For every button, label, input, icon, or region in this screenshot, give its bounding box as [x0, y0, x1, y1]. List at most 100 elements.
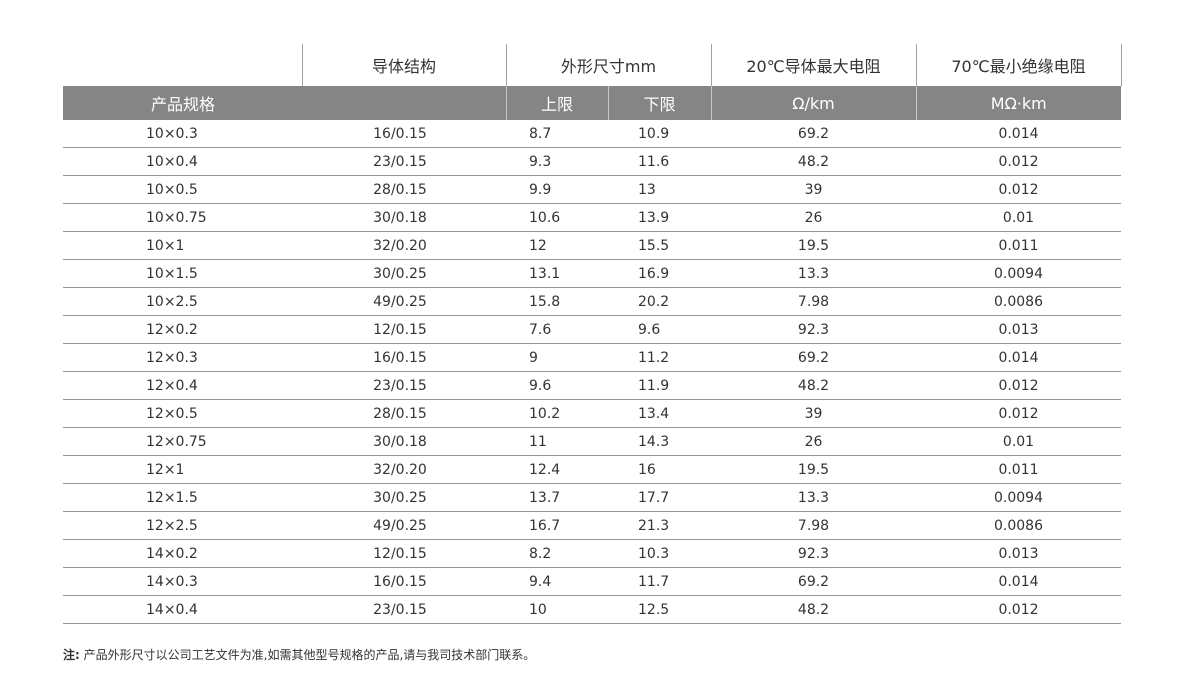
cell-lower: 16.9: [608, 259, 711, 288]
cell-spec: 10×2.5: [63, 287, 302, 316]
table-row: 10×0.3 16/0.15 8.7 10.9 69.2 0.014: [63, 120, 1121, 148]
cell-insulation: 0.011: [916, 231, 1121, 260]
table-row: 12×1 32/0.20 12.4 16 19.5 0.011: [63, 455, 1121, 484]
cell-upper: 10.2: [506, 399, 608, 428]
cell-conductor: 16/0.15: [302, 567, 506, 596]
table-row: 10×0.5 28/0.15 9.9 13 39 0.012: [63, 175, 1121, 204]
cell-spec: 12×1.5: [63, 483, 302, 512]
cell-lower: 10.9: [608, 120, 711, 148]
cell-insulation: 0.014: [916, 120, 1121, 148]
cell-lower: 11.7: [608, 567, 711, 596]
cell-insulation: 0.0086: [916, 287, 1121, 316]
cell-conductor: 28/0.15: [302, 175, 506, 204]
table-row: 12×2.5 49/0.25 16.7 21.3 7.98 0.0086: [63, 511, 1121, 540]
cell-upper: 15.8: [506, 287, 608, 316]
cell-upper: 13.1: [506, 259, 608, 288]
cell-upper: 9.9: [506, 175, 608, 204]
cell-resistance: 7.98: [711, 287, 916, 316]
cell-resistance: 48.2: [711, 371, 916, 400]
cell-conductor: 23/0.15: [302, 147, 506, 176]
cell-resistance: 48.2: [711, 595, 916, 624]
cell-lower: 12.5: [608, 595, 711, 624]
cell-resistance: 26: [711, 427, 916, 456]
header-row-bottom: 产品规格 上限 下限 Ω/km MΩ·km: [63, 86, 1121, 120]
table-row: 12×1.5 30/0.25 13.7 17.7 13.3 0.0094: [63, 483, 1121, 512]
cell-lower: 17.7: [608, 483, 711, 512]
cell-upper: 9: [506, 343, 608, 372]
cell-insulation: 0.011: [916, 455, 1121, 484]
cell-insulation: 0.0094: [916, 483, 1121, 512]
header-lower: 下限: [607, 86, 711, 120]
cell-upper: 8.7: [506, 120, 608, 148]
cell-lower: 10.3: [608, 539, 711, 568]
cell-insulation: 0.013: [916, 539, 1121, 568]
cell-lower: 14.3: [608, 427, 711, 456]
cell-upper: 7.6: [506, 315, 608, 344]
table-row: 10×2.5 49/0.25 15.8 20.2 7.98 0.0086: [63, 287, 1121, 316]
cell-lower: 15.5: [608, 231, 711, 260]
table-row: 10×0.75 30/0.18 10.6 13.9 26 0.01: [63, 203, 1121, 232]
cell-spec: 12×0.5: [63, 399, 302, 428]
cell-spec: 10×0.75: [63, 203, 302, 232]
cell-spec: 12×0.4: [63, 371, 302, 400]
cell-conductor: 30/0.18: [302, 427, 506, 456]
cell-resistance: 13.3: [711, 259, 916, 288]
cell-upper: 9.4: [506, 567, 608, 596]
cell-spec: 10×0.4: [63, 147, 302, 176]
cell-insulation: 0.013: [916, 315, 1121, 344]
cell-insulation: 0.012: [916, 147, 1121, 176]
cell-conductor: 12/0.15: [302, 315, 506, 344]
cell-spec: 12×1: [63, 455, 302, 484]
cell-lower: 13: [608, 175, 711, 204]
table-row: 12×0.75 30/0.18 11 14.3 26 0.01: [63, 427, 1121, 456]
table-row: 10×0.4 23/0.15 9.3 11.6 48.2 0.012: [63, 147, 1121, 176]
cell-insulation: 0.0086: [916, 511, 1121, 540]
cell-lower: 11.6: [608, 147, 711, 176]
cell-conductor: 49/0.25: [302, 511, 506, 540]
cell-resistance: 69.2: [711, 567, 916, 596]
cell-resistance: 69.2: [711, 343, 916, 372]
cell-upper: 10: [506, 595, 608, 624]
cell-spec: 14×0.3: [63, 567, 302, 596]
cell-upper: 8.2: [506, 539, 608, 568]
cell-insulation: 0.012: [916, 371, 1121, 400]
header-resistance-unit: Ω/km: [710, 86, 916, 120]
table-row: 14×0.2 12/0.15 8.2 10.3 92.3 0.013: [63, 539, 1121, 568]
header-spec: 产品规格: [63, 86, 506, 120]
cell-insulation: 0.01: [916, 203, 1121, 232]
cell-resistance: 92.3: [711, 539, 916, 568]
header-outer-size: 外形尺寸mm: [505, 44, 711, 86]
cell-conductor: 23/0.15: [302, 371, 506, 400]
cell-spec: 12×0.3: [63, 343, 302, 372]
header-upper: 上限: [505, 86, 608, 120]
table-row: 10×1.5 30/0.25 13.1 16.9 13.3 0.0094: [63, 259, 1121, 288]
cell-lower: 9.6: [608, 315, 711, 344]
cell-lower: 13.4: [608, 399, 711, 428]
header-insulation: 70℃最小绝缘电阻: [915, 44, 1122, 86]
cell-spec: 14×0.4: [63, 595, 302, 624]
cell-lower: 11.2: [608, 343, 711, 372]
cell-upper: 12: [506, 231, 608, 260]
cell-upper: 13.7: [506, 483, 608, 512]
cell-spec: 10×1.5: [63, 259, 302, 288]
cell-spec: 10×0.5: [63, 175, 302, 204]
cell-upper: 11: [506, 427, 608, 456]
cell-upper: 16.7: [506, 511, 608, 540]
cell-conductor: 30/0.25: [302, 259, 506, 288]
cell-resistance: 7.98: [711, 511, 916, 540]
cell-spec: 12×0.2: [63, 315, 302, 344]
cell-upper: 9.3: [506, 147, 608, 176]
table-row: 12×0.3 16/0.15 9 11.2 69.2 0.014: [63, 343, 1121, 372]
cell-resistance: 69.2: [711, 120, 916, 148]
cell-insulation: 0.014: [916, 567, 1121, 596]
cell-lower: 21.3: [608, 511, 711, 540]
header-row-top: 导体结构 外形尺寸mm 20℃导体最大电阻 70℃最小绝缘电阻: [63, 44, 1122, 86]
cell-insulation: 0.012: [916, 175, 1121, 204]
spec-table: 导体结构 外形尺寸mm 20℃导体最大电阻 70℃最小绝缘电阻 产品规格 上限 …: [63, 44, 1122, 624]
cell-spec: 14×0.2: [63, 539, 302, 568]
cell-upper: 10.6: [506, 203, 608, 232]
cell-lower: 13.9: [608, 203, 711, 232]
cell-spec: 12×0.75: [63, 427, 302, 456]
table-row: 10×1 32/0.20 12 15.5 19.5 0.011: [63, 231, 1121, 260]
footnote-text: 产品外形尺寸以公司工艺文件为准,如需其他型号规格的产品,请与我司技术部门联系。: [83, 648, 536, 662]
